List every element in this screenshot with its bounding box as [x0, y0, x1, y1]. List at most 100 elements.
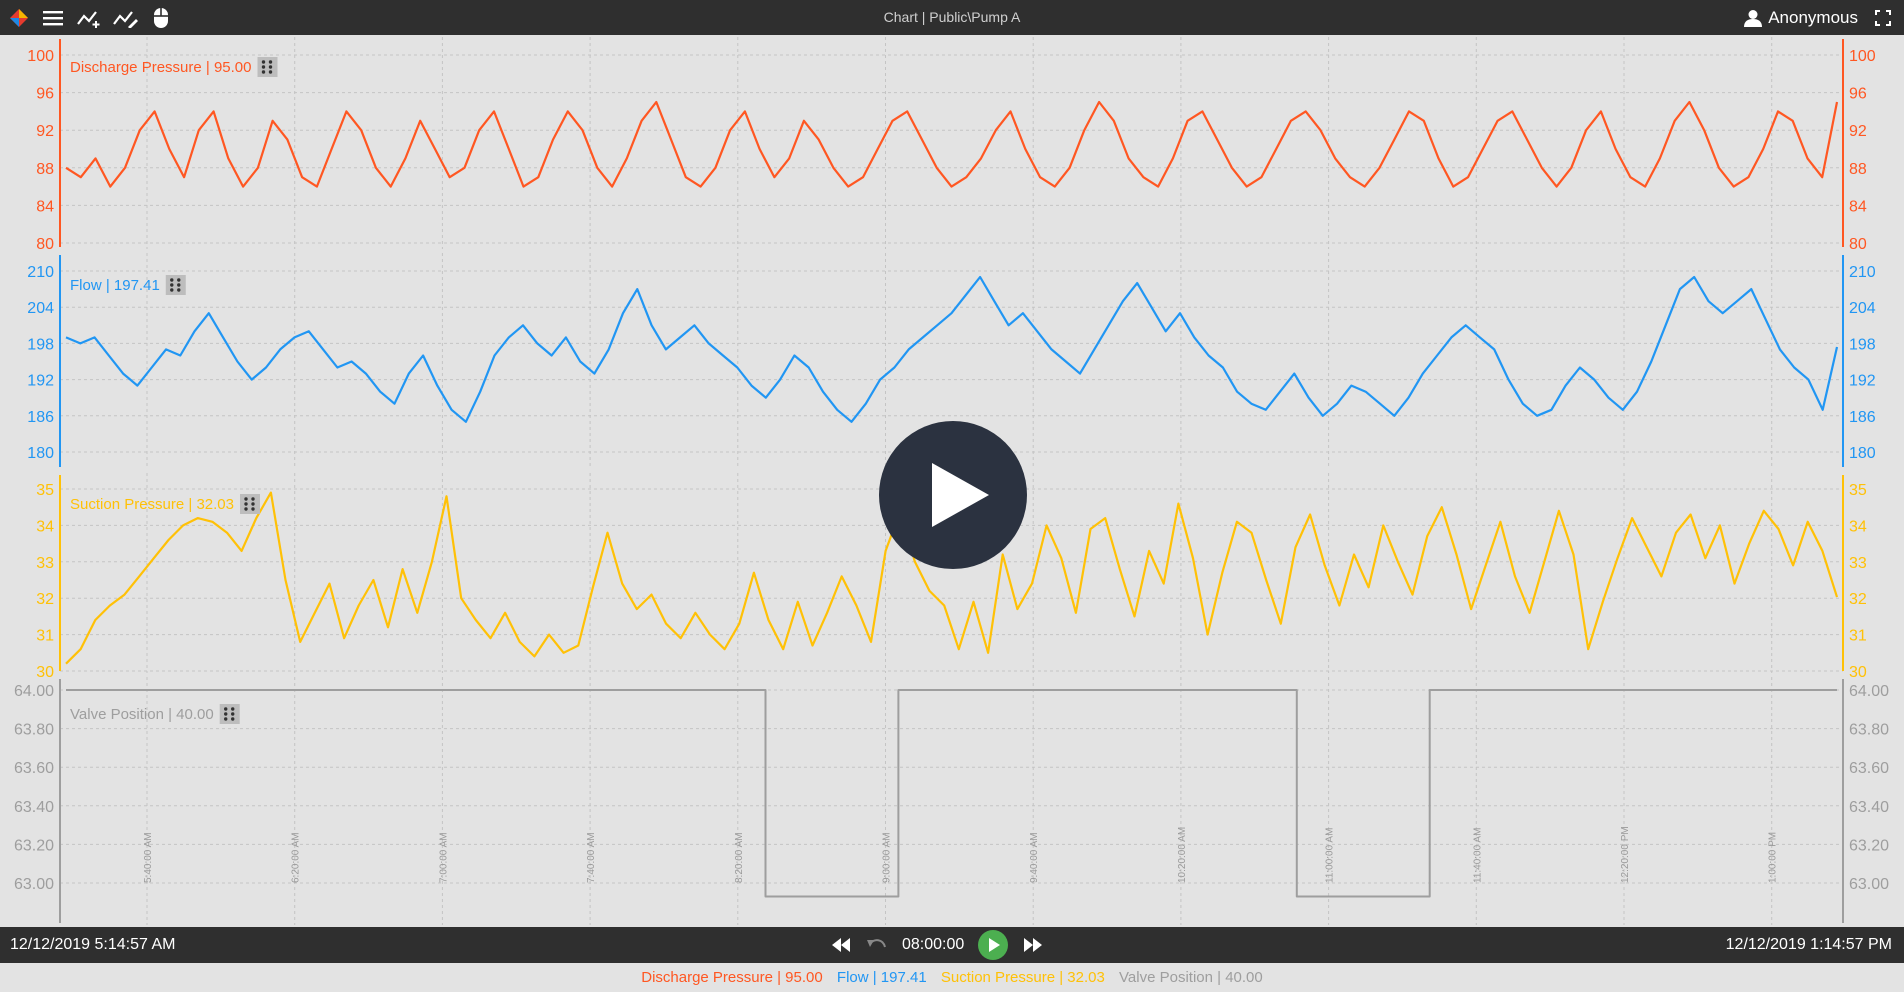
x-tick-label: 5:40:00 AM: [143, 832, 154, 883]
x-tick-label: 11:40:00 AM: [1472, 828, 1483, 883]
fullscreen-icon[interactable]: [1870, 0, 1896, 35]
rewind-icon[interactable]: [830, 937, 852, 953]
y-tick-left: 96: [36, 86, 54, 103]
y-tick-left: 92: [36, 123, 54, 140]
y-tick-right: 32: [1849, 591, 1867, 608]
x-tick-label: 9:40:00 AM: [1029, 832, 1040, 883]
app-logo-icon[interactable]: [4, 0, 34, 35]
y-tick-right: 210: [1849, 264, 1876, 281]
y-tick-left: 30: [36, 664, 54, 681]
y-tick-right: 180: [1849, 445, 1876, 462]
y-tick-left: 63.20: [14, 837, 54, 854]
x-tick-label: 10:20:00 AM: [1177, 827, 1188, 883]
y-tick-right: 192: [1849, 373, 1876, 390]
y-tick-left: 63.80: [14, 722, 54, 739]
series-line-suction-pressure[interactable]: [65, 491, 1839, 665]
play-button-icon[interactable]: [978, 930, 1009, 960]
chart-legend: Discharge Pressure | 95.00 Flow | 197.41…: [0, 963, 1904, 992]
y-tick-left: 204: [27, 300, 54, 317]
y-tick-right: 80: [1849, 236, 1867, 253]
user-icon: [1744, 9, 1763, 27]
y-tick-right: 204: [1849, 300, 1876, 317]
drag-handle-icon[interactable]: [165, 275, 186, 295]
y-tick-left: 80: [36, 236, 54, 253]
y-tick-right: 63.00: [1849, 876, 1889, 893]
x-tick-label: 7:40:00 AM: [586, 832, 597, 883]
panel-valve-position: 64.00 64.00 63.80 63.80 63.60 63.60 63.40 63.40…: [14, 677, 1889, 925]
y-tick-left: 198: [27, 336, 54, 353]
series-line-discharge-pressure[interactable]: [65, 100, 1839, 188]
start-time[interactable]: 12/12/2019 5:14:57 AM: [10, 936, 176, 953]
panel-flow: 210 210 204 204 198 198 192 192 186 186 180 180 Flow…: [27, 253, 1876, 469]
y-tick-left: 34: [36, 518, 54, 535]
user-menu[interactable]: Anonymous: [1744, 0, 1858, 35]
y-tick-right: 31: [1849, 628, 1867, 645]
y-tick-left: 180: [27, 445, 54, 462]
duration-label[interactable]: 08:00:00: [902, 936, 965, 953]
y-tick-left: 186: [27, 409, 54, 426]
y-tick-right: 30: [1849, 664, 1867, 681]
y-tick-right: 34: [1849, 518, 1867, 535]
y-tick-left: 100: [27, 48, 54, 65]
y-tick-right: 100: [1849, 48, 1876, 65]
x-tick-label: 8:20:00 AM: [734, 832, 745, 883]
y-tick-right: 186: [1849, 409, 1876, 426]
x-tick-label: 7:00:00 AM: [438, 832, 449, 883]
user-name: Anonymous: [1768, 7, 1858, 27]
panel-title: Discharge Pressure | 95.00: [70, 59, 252, 76]
series-line-valve-position[interactable]: [66, 689, 1837, 898]
y-tick-left: 192: [27, 373, 54, 390]
y-tick-right: 198: [1849, 336, 1876, 353]
legend-flow[interactable]: Flow | 197.41: [836, 969, 927, 986]
x-tick-label: 11:00:00 AM: [1325, 828, 1336, 883]
legend-valve-position[interactable]: Valve Position | 40.00: [1119, 969, 1263, 986]
undo-icon[interactable]: [866, 936, 888, 954]
playback-controls: 08:00:00: [830, 927, 1044, 963]
y-tick-right: 33: [1849, 555, 1867, 572]
y-tick-left: 63.60: [14, 760, 54, 777]
panel-title: Flow | 197.41: [70, 277, 160, 294]
menu-icon[interactable]: [40, 0, 66, 35]
y-tick-left: 63.00: [14, 876, 54, 893]
trend-chart[interactable]: 100 100 96 96 92 92 88 88 84 84 80 80 Discharge Pres…: [0, 35, 1904, 927]
playback-bar: 12/12/2019 5:14:57 AM 08:00:00 12/12/201…: [0, 927, 1904, 963]
y-tick-right: 92: [1849, 123, 1867, 140]
y-tick-left: 31: [36, 628, 54, 645]
y-tick-left: 210: [27, 264, 54, 281]
y-tick-right: 88: [1849, 161, 1867, 178]
drag-handle-icon[interactable]: [257, 57, 278, 77]
y-tick-left: 63.40: [14, 799, 54, 816]
y-tick-left: 84: [36, 198, 54, 215]
y-tick-right: 84: [1849, 198, 1867, 215]
y-tick-right: 63.40: [1849, 799, 1889, 816]
x-tick-label: 6:20:00 AM: [291, 832, 302, 883]
panel-suction-pressure: 35 35 34 34 33 33 32 32 31 31 30 30 Suction Pressure…: [36, 473, 1867, 681]
x-tick-label: 1:00:00 PM: [1768, 832, 1779, 883]
y-tick-right: 96: [1849, 86, 1867, 103]
y-tick-left: 33: [36, 555, 54, 572]
add-trend-icon[interactable]: [76, 0, 104, 35]
y-tick-left: 32: [36, 591, 54, 608]
window-title: Chart | Public\Pump A: [883, 9, 1021, 25]
series-line-flow[interactable]: [65, 275, 1839, 423]
mouse-icon[interactable]: [150, 0, 172, 35]
y-tick-left: 88: [36, 161, 54, 178]
edit-trend-icon[interactable]: [112, 0, 140, 35]
y-tick-right: 64.00: [1849, 683, 1889, 700]
fast-forward-icon[interactable]: [1022, 937, 1044, 953]
top-toolbar: Chart | Public\Pump A Anonymous: [0, 0, 1904, 35]
drag-handle-icon[interactable]: [240, 494, 260, 514]
x-tick-label: 12:20:00 PM: [1620, 826, 1631, 883]
panel-discharge-pressure: 100 100 96 96 92 92 88 88 84 84 80 80 Discharge Pres…: [27, 37, 1876, 253]
end-time[interactable]: 12/12/2019 1:14:57 PM: [1725, 936, 1892, 953]
panel-title: Valve Position | 40.00: [70, 706, 214, 723]
y-tick-right: 63.80: [1849, 722, 1889, 739]
y-tick-right: 63.20: [1849, 837, 1889, 854]
play-overlay-icon[interactable]: [878, 420, 1028, 570]
y-tick-right: 63.60: [1849, 760, 1889, 777]
legend-discharge-pressure[interactable]: Discharge Pressure | 95.00: [641, 969, 823, 986]
legend-suction-pressure[interactable]: Suction Pressure | 32.03: [940, 969, 1105, 986]
y-tick-left: 64.00: [14, 683, 54, 700]
drag-handle-icon[interactable]: [219, 704, 240, 724]
y-tick-left: 35: [36, 482, 54, 499]
